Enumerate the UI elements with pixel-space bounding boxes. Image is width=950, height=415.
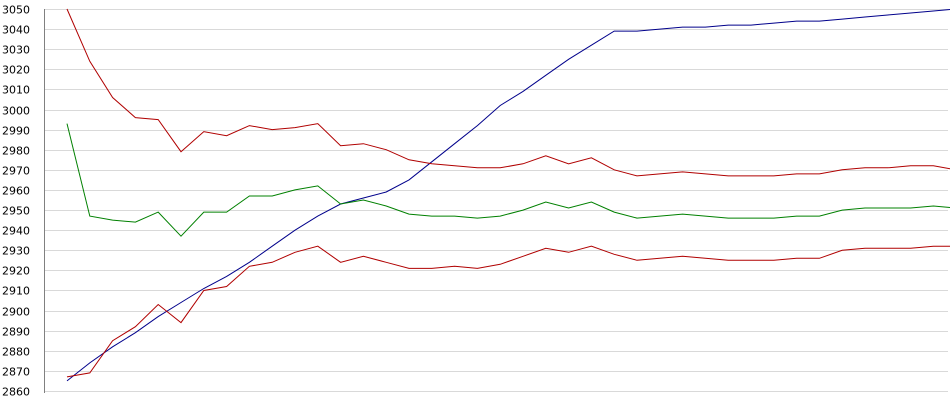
- y-tick-label: 2970: [2, 165, 30, 178]
- y-tick-label: 2910: [2, 285, 30, 298]
- y-tick-label: 2890: [2, 326, 30, 339]
- y-tick-label: 2950: [2, 205, 30, 218]
- y-tick-label: 2980: [2, 145, 30, 158]
- y-tick-label: 3000: [2, 105, 30, 118]
- y-axis-tick-labels: 3050 3040 3030 3020 3010 3000 2990 2980 2970 2960…: [2, 4, 30, 399]
- series-line-2: [66, 8, 950, 177]
- y-tick-label: 3010: [2, 84, 30, 97]
- series-line-4: [66, 245, 950, 378]
- y-tick-label: 2960: [2, 185, 30, 198]
- y-tick-label: 2990: [2, 125, 30, 138]
- y-tick-label: 2860: [2, 386, 30, 399]
- y-tick-label: 2880: [2, 346, 30, 359]
- y-tick-label: 2930: [2, 245, 30, 258]
- y-tick-label: 3050: [2, 4, 30, 17]
- y-tick-label: 2870: [2, 366, 30, 379]
- y-tick-label: 3040: [2, 24, 30, 37]
- grid-lines: [44, 9, 948, 392]
- y-tick-label: 2900: [2, 306, 30, 319]
- y-tick-label: 3020: [2, 64, 30, 77]
- y-tick-label: 3030: [2, 44, 30, 57]
- series-line-1: [66, 9, 950, 382]
- y-tick-label: 2920: [2, 265, 30, 278]
- y-tick-label: 2940: [2, 225, 30, 238]
- series-group: [66, 8, 950, 382]
- series-line-3: [66, 123, 950, 237]
